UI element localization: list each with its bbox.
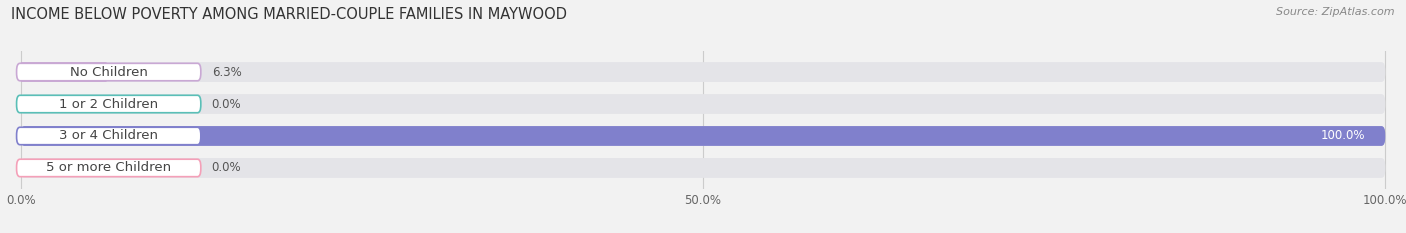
FancyBboxPatch shape xyxy=(21,126,1385,146)
FancyBboxPatch shape xyxy=(17,63,201,81)
FancyBboxPatch shape xyxy=(21,62,1385,82)
FancyBboxPatch shape xyxy=(17,127,201,145)
Text: 5 or more Children: 5 or more Children xyxy=(46,161,172,175)
Text: 100.0%: 100.0% xyxy=(1320,130,1365,143)
FancyBboxPatch shape xyxy=(21,62,107,82)
Text: No Children: No Children xyxy=(70,65,148,79)
FancyBboxPatch shape xyxy=(21,158,1385,178)
FancyBboxPatch shape xyxy=(17,95,201,113)
Text: 1 or 2 Children: 1 or 2 Children xyxy=(59,97,159,110)
Text: 0.0%: 0.0% xyxy=(212,97,242,110)
Text: 3 or 4 Children: 3 or 4 Children xyxy=(59,130,159,143)
FancyBboxPatch shape xyxy=(17,159,201,177)
Text: 6.3%: 6.3% xyxy=(212,65,242,79)
Text: Source: ZipAtlas.com: Source: ZipAtlas.com xyxy=(1277,7,1395,17)
Text: INCOME BELOW POVERTY AMONG MARRIED-COUPLE FAMILIES IN MAYWOOD: INCOME BELOW POVERTY AMONG MARRIED-COUPL… xyxy=(11,7,567,22)
Text: 0.0%: 0.0% xyxy=(212,161,242,175)
FancyBboxPatch shape xyxy=(21,126,1385,146)
FancyBboxPatch shape xyxy=(21,94,1385,114)
